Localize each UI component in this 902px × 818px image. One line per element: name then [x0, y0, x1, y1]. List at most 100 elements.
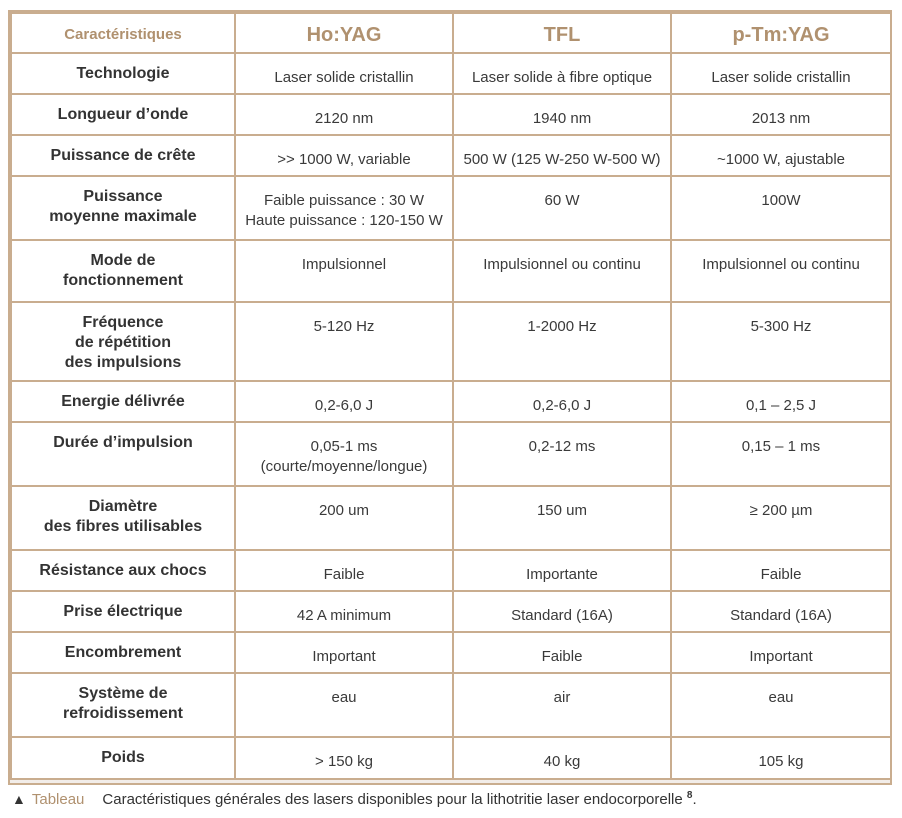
cell-line: 500 W (125 W-250 W-500 W) — [463, 151, 661, 168]
cell-p-tm-yag: 105 kg — [670, 736, 892, 780]
cell-ho-yag: Important — [234, 631, 454, 674]
cell-tfl: air — [452, 672, 672, 738]
row-label-line: Puissance de crête — [50, 147, 196, 164]
cell-line: 0,1 – 2,5 J — [745, 397, 817, 414]
row-label: Système de refroidissement — [10, 672, 236, 738]
cell-line: Faible — [760, 566, 802, 583]
cell-line: 1940 nm — [532, 110, 592, 127]
cell-p-tm-yag: 5-300 Hz — [670, 301, 892, 382]
cell-line: 1-2000 Hz — [527, 318, 597, 335]
cell-line: 200 um — [318, 502, 370, 519]
cell-line: Standard (16A) — [730, 607, 832, 624]
cell-tfl: Faible — [452, 631, 672, 674]
cell-tfl: 0,2-12 ms — [452, 421, 672, 487]
row-label-line: Fréquence — [82, 314, 164, 331]
cell-line: 2013 nm — [751, 110, 811, 127]
cell-tfl: 1940 nm — [452, 93, 672, 136]
table-row: Technologie Laser solide cristallin Laser … — [10, 52, 892, 95]
cell-line: Faible — [541, 648, 583, 665]
cell-p-tm-yag: ≥ 200 µm — [670, 485, 892, 551]
cell-line: 5-300 Hz — [750, 318, 812, 335]
cell-line: 5-120 Hz — [313, 318, 375, 335]
cell-tfl: 1-2000 Hz — [452, 301, 672, 382]
cell-ho-yag: Faible — [234, 549, 454, 592]
row-label-line: Mode de — [90, 252, 156, 269]
cell-line: 0,2-12 ms — [528, 438, 596, 455]
cell-tfl: Impulsionnel ou continu — [452, 239, 672, 303]
row-label: Encombrement — [10, 631, 236, 674]
row-label: Résistance aux chocs — [10, 549, 236, 592]
table-row: Fréquence de répétition des impulsions 5-12… — [10, 301, 892, 382]
cell-p-tm-yag: 0,15 – 1 ms — [670, 421, 892, 487]
cell-ho-yag: 2120 nm — [234, 93, 454, 136]
cell-ho-yag: 5-120 Hz — [234, 301, 454, 382]
cell-p-tm-yag: Faible — [670, 549, 892, 592]
row-label: Prise électrique — [10, 590, 236, 633]
cell-ho-yag: 200 um — [234, 485, 454, 551]
table-row: Longueur d’onde 2120 nm 1940 nm 2013 nm — [10, 93, 892, 136]
row-label-line: Technologie — [76, 65, 170, 82]
cell-tfl: Standard (16A) — [452, 590, 672, 633]
cell-line: 0,05-1 ms — [310, 438, 378, 455]
row-label: Diamètre des fibres utilisables — [10, 485, 236, 551]
cell-p-tm-yag: 100W — [670, 175, 892, 241]
row-label-line: des fibres utilisables — [43, 518, 203, 535]
row-label: Durée d’impulsion — [10, 421, 236, 487]
header-row: Caractéristiques Ho:YAG TFL p-Tm:YAG — [10, 12, 892, 54]
caption-text: Caractéristiques générales des lasers di… — [102, 791, 683, 808]
cell-tfl: Laser solide à fibre optique — [452, 52, 672, 95]
table-row: Encombrement Important Faible Important — [10, 631, 892, 674]
cell-line: air — [553, 689, 571, 706]
row-label: Energie délivrée — [10, 380, 236, 423]
cell-line: > 150 kg — [315, 753, 373, 770]
cell-tfl: Importante — [452, 549, 672, 592]
table-body: Technologie Laser solide cristallin Laser … — [10, 52, 892, 780]
cell-line: 42 A minimum — [296, 607, 392, 624]
cell-tfl: 150 um — [452, 485, 672, 551]
cell-line: 40 kg — [543, 753, 581, 770]
cell-ho-yag: 0,05-1 ms (courte/moyenne/longue) — [234, 421, 454, 487]
table-row: Diamètre des fibres utilisables 200 um 150 … — [10, 485, 892, 551]
header-tfl: TFL — [452, 12, 672, 54]
row-label: Mode de fonctionnement — [10, 239, 236, 303]
row-label-line: refroidissement — [62, 705, 184, 722]
cell-line: Laser solide cristallin — [711, 69, 851, 86]
cell-line: Importante — [526, 566, 598, 583]
cell-line: Haute puissance : 120-150 W — [245, 212, 443, 229]
cell-ho-yag: Impulsionnel — [234, 239, 454, 303]
cell-ho-yag: 0,2-6,0 J — [234, 380, 454, 423]
cell-p-tm-yag: Impulsionnel ou continu — [670, 239, 892, 303]
table-row: Durée d’impulsion 0,05-1 ms (courte/moyenn… — [10, 421, 892, 487]
header-ho-yag: Ho:YAG — [234, 12, 454, 54]
cell-line: Standard (16A) — [511, 607, 613, 624]
cell-ho-yag: Laser solide cristallin — [234, 52, 454, 95]
cell-line: Impulsionnel ou continu — [483, 256, 641, 273]
row-label-line: Prise électrique — [63, 603, 183, 620]
cell-line: Important — [312, 648, 376, 665]
cell-line: Laser solide à fibre optique — [471, 69, 653, 86]
cell-ho-yag: eau — [234, 672, 454, 738]
triangle-up-icon: ▲ — [12, 791, 26, 807]
table-row: Résistance aux chocs Faible Importante Faib… — [10, 549, 892, 592]
cell-line: eau — [768, 689, 794, 706]
header-p-tm-yag: p-Tm:YAG — [670, 12, 892, 54]
row-label: Puissance de crête — [10, 134, 236, 177]
laser-comparison-table: Caractéristiques Ho:YAG TFL p-Tm:YAG Tec… — [10, 12, 892, 780]
row-label-line: des impulsions — [64, 354, 182, 371]
table-row: Système de refroidissement eau air eau — [10, 672, 892, 738]
cell-line: >> 1000 W, variable — [277, 151, 411, 168]
cell-tfl: 60 W — [452, 175, 672, 241]
cell-line: Faible puissance : 30 W — [263, 192, 425, 209]
row-label-line: Système de — [78, 685, 168, 702]
table-row: Puissance de crête >> 1000 W, variable 500… — [10, 134, 892, 177]
cell-ho-yag: > 150 kg — [234, 736, 454, 780]
table-row: Prise électrique 42 A minimum Standard (16… — [10, 590, 892, 633]
table-caption: ▲ Tableau Caractéristiques générales des l… — [12, 790, 697, 808]
row-label-line: Diamètre — [88, 498, 158, 515]
cell-line: Faible — [323, 566, 365, 583]
row-label: Longueur d’onde — [10, 93, 236, 136]
row-label-line: Puissance — [83, 188, 163, 205]
cell-line: Important — [749, 648, 813, 665]
row-label-line: Poids — [101, 749, 145, 766]
cell-line: 150 um — [536, 502, 588, 519]
